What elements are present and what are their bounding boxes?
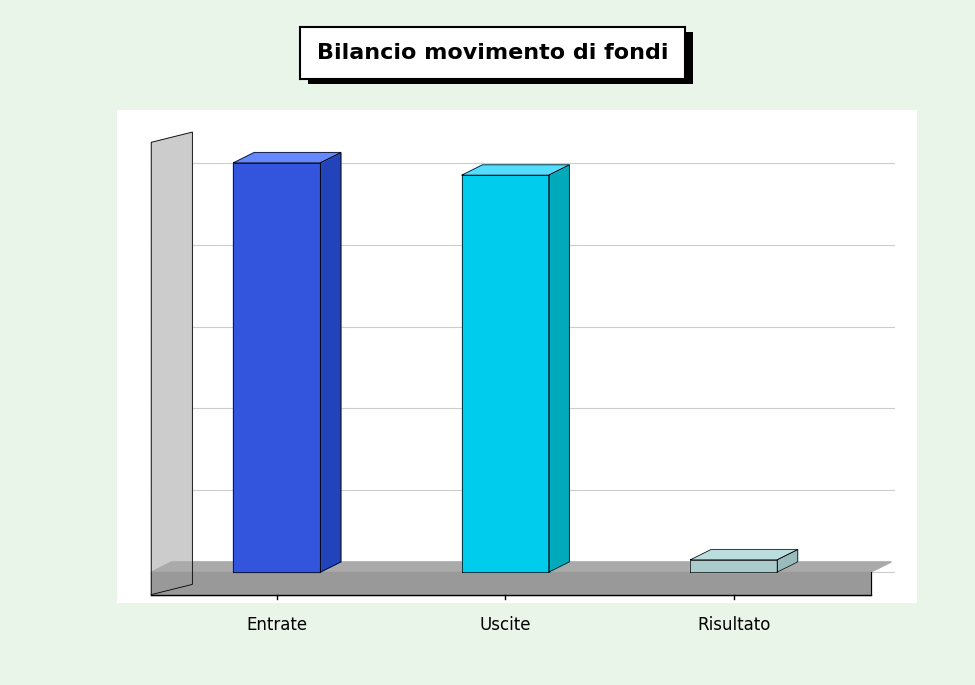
Polygon shape: [151, 132, 192, 595]
Polygon shape: [462, 175, 549, 572]
Polygon shape: [549, 165, 569, 572]
Polygon shape: [321, 153, 341, 572]
Polygon shape: [462, 165, 569, 175]
Polygon shape: [233, 153, 341, 163]
Polygon shape: [777, 549, 798, 572]
Polygon shape: [690, 560, 777, 572]
Polygon shape: [151, 572, 871, 595]
Polygon shape: [233, 163, 321, 572]
Polygon shape: [151, 562, 891, 572]
Text: Bilancio movimento di fondi: Bilancio movimento di fondi: [317, 43, 669, 63]
Polygon shape: [690, 549, 798, 560]
